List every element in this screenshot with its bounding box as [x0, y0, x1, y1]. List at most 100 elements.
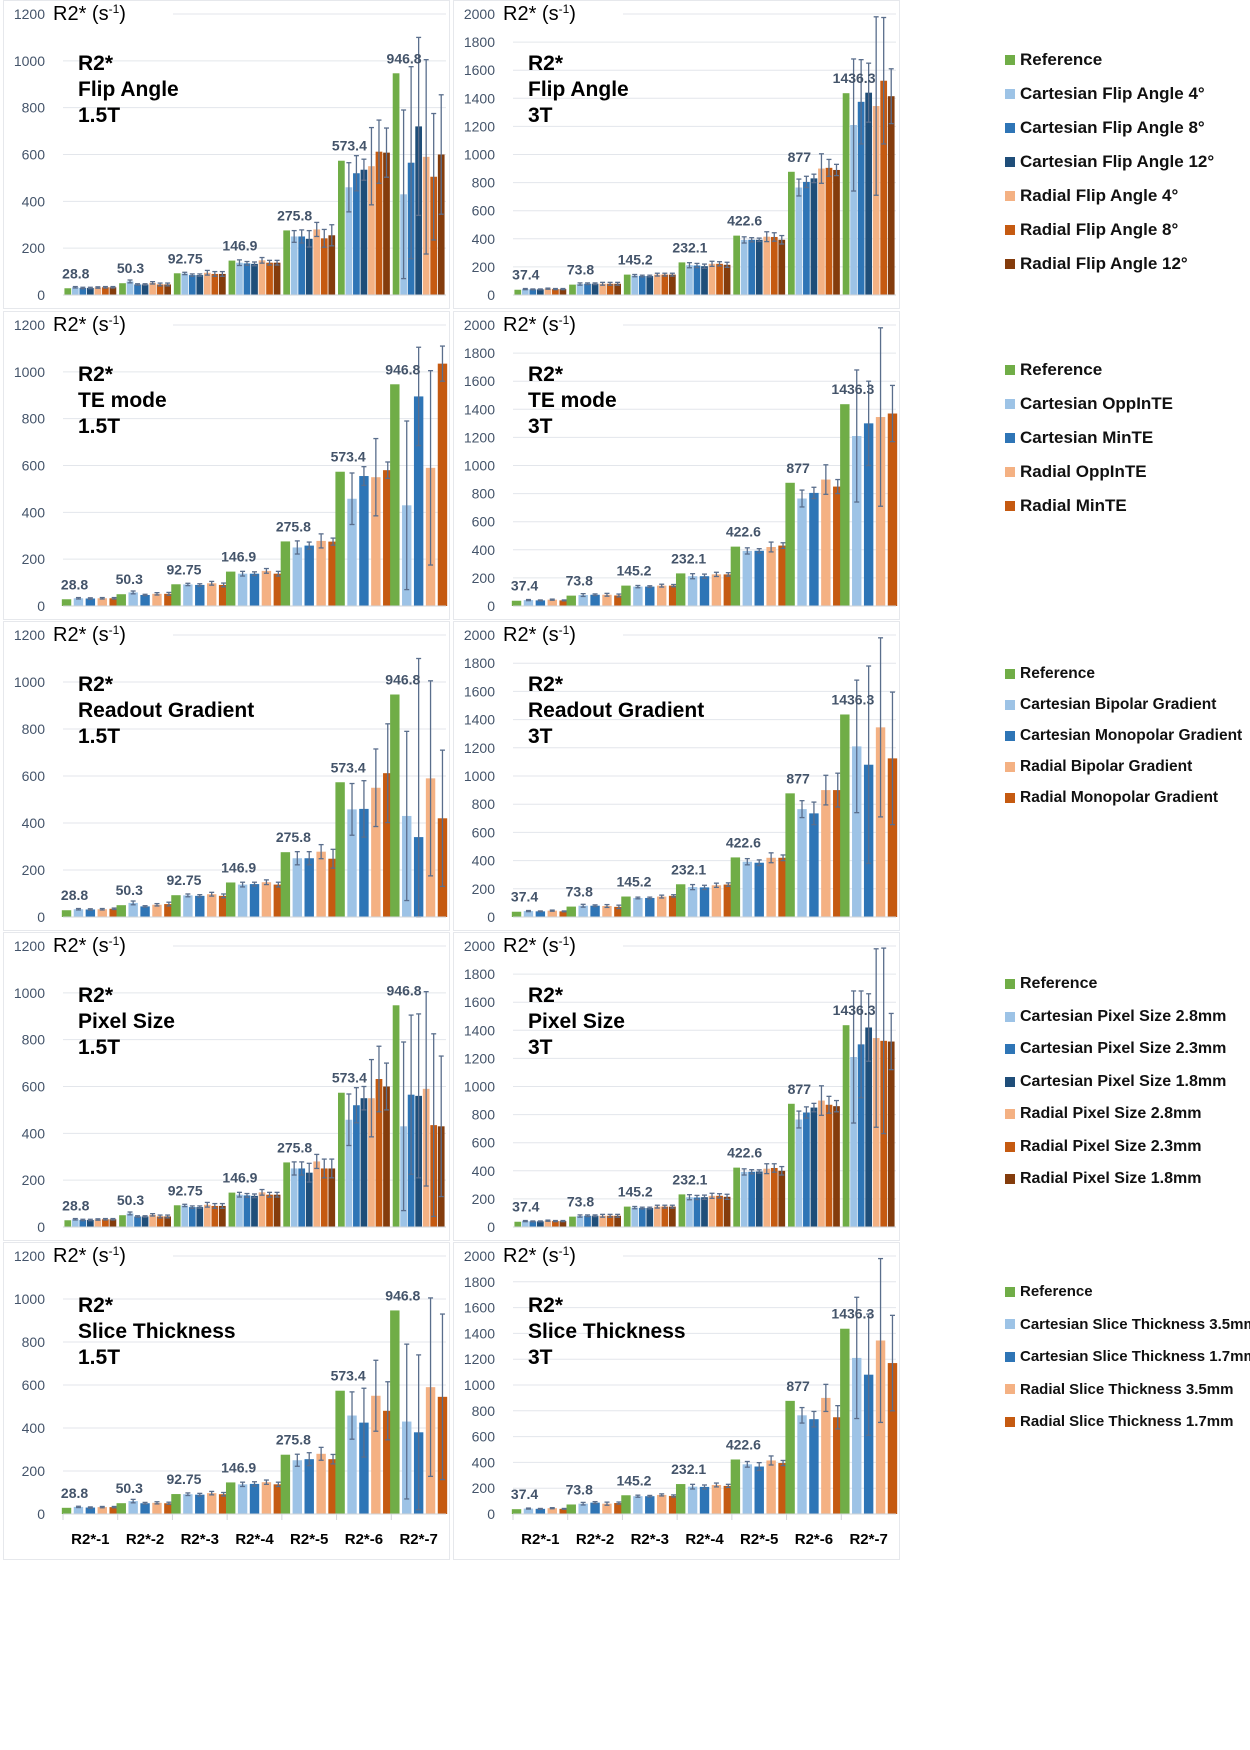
bar	[116, 905, 126, 917]
chart-panel-readout-3t: 0 200 400 600 800 1000 1200 1400 1600 1800 2000 R2*…	[453, 621, 900, 931]
bar	[778, 545, 788, 606]
legend-swatch	[1005, 501, 1015, 511]
y-tick-label: 1400	[464, 90, 495, 106]
bar	[360, 169, 368, 295]
bar	[778, 857, 788, 917]
data-label: 422.6	[726, 524, 761, 540]
bar	[590, 905, 600, 917]
y-tick-label: 1200	[464, 118, 495, 134]
y-tick-label: 800	[22, 1032, 46, 1048]
bar	[661, 1206, 669, 1227]
y-axis-label: R2* (s-1)	[503, 313, 576, 336]
bar	[383, 1410, 393, 1514]
data-label: 946.8	[385, 361, 420, 377]
legend-swatch	[1005, 365, 1015, 375]
bar	[875, 727, 886, 917]
bar	[79, 287, 87, 295]
panel-title-line: Readout Gradient	[78, 699, 254, 722]
legend-item: Cartesian Pixel Size 1.8mm	[1005, 1073, 1226, 1091]
bar	[809, 492, 819, 606]
y-tick-label: 800	[22, 721, 46, 737]
data-label: 946.8	[385, 1287, 420, 1303]
legend-swatch	[1005, 700, 1015, 710]
bar	[413, 396, 424, 606]
bar	[134, 284, 141, 295]
bar	[225, 882, 236, 917]
bar	[102, 1219, 109, 1227]
panel-title-line: 3T	[528, 725, 553, 748]
bar	[675, 573, 686, 606]
bar	[887, 1041, 895, 1227]
bar	[578, 1503, 588, 1514]
bar	[360, 1098, 368, 1227]
y-tick-label: 400	[472, 853, 496, 869]
bar	[266, 262, 273, 295]
bar	[602, 1503, 612, 1514]
y-tick-label: 1800	[464, 655, 495, 671]
bar	[699, 887, 710, 917]
bar	[280, 852, 291, 917]
bar	[754, 862, 764, 917]
bar	[523, 911, 534, 917]
bar	[109, 287, 117, 295]
bar	[61, 1507, 72, 1514]
data-label: 92.75	[168, 1182, 203, 1198]
data-label: 1436.3	[831, 1306, 874, 1322]
bar	[79, 1219, 87, 1227]
y-tick-label: 0	[37, 598, 45, 614]
bar	[218, 895, 229, 917]
chart-panel-te-1.5t: 0 200 400 600 800 1000 1200 R2* (s-1) R2* TE mode…	[3, 311, 450, 620]
bar	[755, 1171, 763, 1227]
bar	[243, 1195, 251, 1227]
y-tick-label: 200	[472, 881, 496, 897]
bar	[778, 1463, 788, 1514]
x-tick-label: R2*-2	[126, 1531, 164, 1548]
panel-title-line: R2*	[78, 1294, 114, 1317]
bar	[544, 288, 552, 295]
data-label: 573.4	[331, 449, 366, 465]
bar	[328, 1459, 338, 1514]
bar	[371, 1395, 381, 1514]
panel-title-line: R2*	[528, 673, 564, 696]
bar	[645, 897, 655, 917]
x-tick-label: R2*-6	[795, 1531, 833, 1548]
bar	[102, 287, 109, 295]
legend-label: Radial Pixel Size 2.3mm	[1020, 1137, 1202, 1155]
bar	[763, 1168, 771, 1227]
bar	[183, 584, 193, 606]
bar	[206, 583, 217, 606]
y-tick-label: 600	[22, 1079, 46, 1095]
bar	[621, 896, 631, 917]
bar	[566, 1504, 576, 1514]
legend-label: Cartesian MinTE	[1020, 428, 1154, 447]
bar	[347, 498, 357, 606]
bar	[559, 600, 569, 606]
bar	[353, 1105, 360, 1227]
data-label: 232.1	[671, 550, 706, 566]
bar	[206, 1493, 217, 1514]
bar	[218, 1205, 226, 1227]
legend-swatch	[1005, 1044, 1015, 1054]
legend-label: Radial Flip Angle 12°	[1020, 254, 1188, 273]
bar	[559, 911, 569, 917]
bar	[320, 1168, 328, 1227]
bar	[251, 263, 258, 295]
legend-swatch	[1005, 1286, 1015, 1297]
bar	[292, 858, 303, 917]
bar	[880, 80, 888, 295]
bar	[578, 595, 588, 606]
bar	[850, 1056, 857, 1227]
bar	[390, 384, 400, 606]
y-tick-label: 600	[22, 458, 46, 474]
legend-swatch	[1005, 123, 1015, 133]
bar	[645, 1496, 655, 1514]
legend-item: Radial Pixel Size 2.8mm	[1005, 1105, 1201, 1123]
legend-label: Cartesian Bipolar Gradient	[1020, 696, 1217, 713]
bar	[865, 1027, 873, 1227]
data-label: 946.8	[385, 672, 420, 688]
bar	[97, 1507, 107, 1514]
bar	[584, 283, 591, 295]
data-label: 146.9	[222, 1170, 257, 1186]
panel-title-line: R2*	[78, 52, 114, 75]
